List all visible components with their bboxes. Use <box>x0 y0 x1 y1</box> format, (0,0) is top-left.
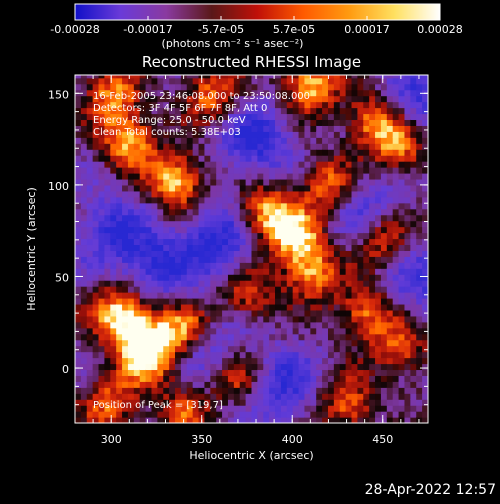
y-tick-label: 0 <box>62 363 69 376</box>
annotations: 16-Feb-2005 23:46:08.000 to 23:50:08.000… <box>93 91 310 411</box>
x-tick-label: 300 <box>101 433 122 446</box>
colorbar-tick-label: -5.7e-05 <box>198 23 244 36</box>
colorbar-tick-label: 0.00028 <box>417 23 463 36</box>
y-tick-label: 100 <box>48 180 69 193</box>
heatmap-image <box>75 75 428 423</box>
y-axis-label: Heliocentric Y (arcsec) <box>25 187 38 311</box>
x-tick-label: 400 <box>282 433 303 446</box>
chart-title: Reconstructed RHESSI Image <box>142 53 361 71</box>
y-tick-label: 150 <box>48 88 69 101</box>
plot-frame <box>74 74 429 424</box>
annotation-line: Energy Range: 25.0 - 50.0 keV <box>93 115 246 126</box>
colorbar-gradient <box>74 3 441 21</box>
x-tick-label: 450 <box>372 433 393 446</box>
footer-date: 28-Apr-2022 12:57 <box>364 482 496 498</box>
colorbar-tick-label: 0.00017 <box>344 23 390 36</box>
peak-position-annotation: Position of Peak = [319,7] <box>93 400 223 411</box>
annotation-line: Clean Total counts: 5.38E+03 <box>93 127 241 138</box>
colorbar-tick-label: 5.7e-05 <box>273 23 315 36</box>
annotation-line: 16-Feb-2005 23:46:08.000 to 23:50:08.000 <box>93 91 310 102</box>
annotation-line: Detectors: 3F 4F 5F 6F 7F 8F, Att 0 <box>93 103 267 114</box>
axis-ticks: 300 350 400 450 0 50 100 150 <box>48 74 428 446</box>
colorbar-tick-label: -0.00028 <box>50 23 99 36</box>
colorbar-tick-label: -0.00017 <box>123 23 172 36</box>
colorbar-unit-label: (photons cm⁻² s⁻¹ asec⁻²) <box>162 37 304 50</box>
y-tick-label: 50 <box>55 271 69 284</box>
x-tick-label: 350 <box>191 433 212 446</box>
colorbar-ticks: -0.00028 -0.00017 -5.7e-05 5.7e-05 0.00017 0.… <box>50 16 463 36</box>
colorbar: -0.00028 -0.00017 -5.7e-05 5.7e-05 0.00017 0.… <box>50 3 463 50</box>
x-axis-label: Heliocentric X (arcsec) <box>189 449 313 462</box>
